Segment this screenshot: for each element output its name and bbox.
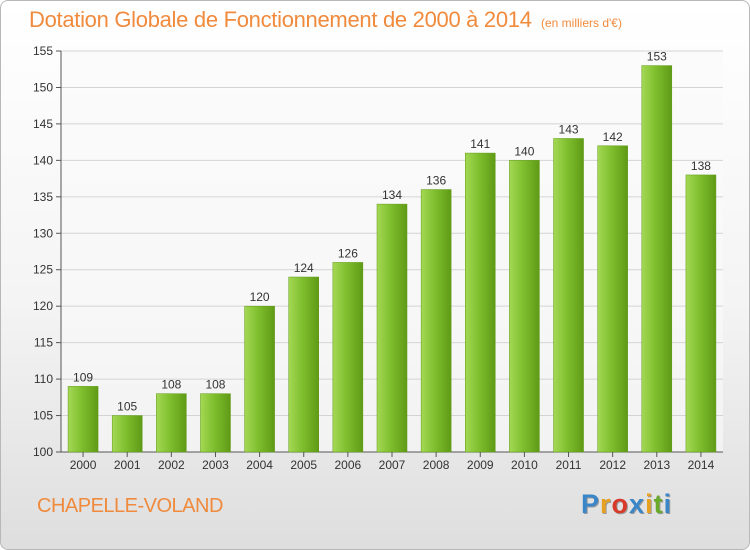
bar	[685, 174, 717, 453]
commune-name: CHAPELLE-VOLAND	[37, 495, 223, 517]
y-tick-label: 150	[33, 80, 53, 94]
x-tick-label: 2006	[335, 458, 362, 472]
bar-value-label: 124	[294, 261, 314, 275]
logo-letter: i	[663, 489, 673, 519]
x-tick-label: 2005	[290, 458, 317, 472]
bar-value-label: 108	[161, 378, 181, 392]
bar	[288, 276, 319, 453]
chart-subtitle: (en milliers d'€)	[541, 16, 622, 30]
bar-value-label: 136	[426, 174, 446, 188]
x-tick-label: 2010	[511, 458, 538, 472]
x-tick-label: 2013	[643, 458, 670, 472]
y-tick-label: 155	[33, 44, 53, 58]
bar	[200, 393, 231, 453]
bar	[597, 145, 628, 453]
bar-value-label: 126	[338, 246, 358, 260]
x-tick-label: 2008	[423, 458, 450, 472]
bar	[244, 305, 275, 453]
logo-letter: o	[611, 489, 630, 519]
y-tick-label: 110	[34, 372, 53, 386]
bar-value-label: 141	[470, 137, 490, 151]
bar	[376, 203, 408, 453]
y-tick-label: 105	[33, 409, 53, 423]
y-tick-label: 130	[33, 226, 53, 240]
bar-value-label: 120	[250, 290, 270, 304]
chart-title: Dotation Globale de Fonctionnement de 20…	[29, 7, 532, 32]
x-tick-label: 2007	[379, 458, 406, 472]
bar	[641, 65, 673, 453]
y-tick-label: 120	[33, 299, 53, 313]
bar-value-label: 143	[559, 122, 579, 136]
bar	[553, 138, 584, 453]
x-tick-label: 2014	[688, 458, 715, 472]
bar-value-label: 140	[514, 144, 534, 158]
bar	[465, 152, 496, 453]
bar-value-label: 105	[117, 400, 137, 414]
bar	[332, 262, 364, 453]
bar-value-label: 108	[205, 378, 225, 392]
bar	[420, 189, 452, 453]
logo-letter: t	[653, 489, 664, 519]
x-tick-label: 2001	[114, 458, 141, 472]
y-tick-label: 140	[33, 153, 53, 167]
x-tick-label: 2004	[246, 458, 273, 472]
bar	[509, 160, 540, 453]
bar-value-label: 109	[73, 370, 93, 384]
x-tick-label: 2009	[467, 458, 494, 472]
bar	[67, 386, 99, 453]
proxiti-logo[interactable]: Proxiti	[581, 489, 672, 520]
bar-value-label: 153	[647, 50, 667, 64]
y-tick-label: 115	[34, 336, 53, 350]
logo-letter: x	[629, 489, 646, 519]
x-tick-label: 2003	[202, 458, 229, 472]
x-tick-label: 2002	[158, 458, 185, 472]
x-tick-label: 2011	[556, 458, 582, 472]
x-tick-label: 2000	[70, 458, 97, 472]
y-tick-label: 100	[33, 445, 53, 459]
bar-value-label: 138	[691, 159, 711, 173]
logo-letter: i	[645, 489, 654, 519]
x-tick-label: 2012	[599, 458, 626, 472]
y-tick-label: 125	[33, 263, 53, 277]
bar	[156, 393, 187, 453]
logo-letter: P	[581, 489, 601, 519]
y-tick-label: 145	[33, 117, 53, 131]
bar	[111, 415, 143, 453]
y-tick-label: 135	[33, 190, 53, 204]
bar-value-label: 134	[382, 188, 402, 202]
bar-value-label: 142	[603, 130, 623, 144]
logo-letter: r	[600, 489, 612, 519]
